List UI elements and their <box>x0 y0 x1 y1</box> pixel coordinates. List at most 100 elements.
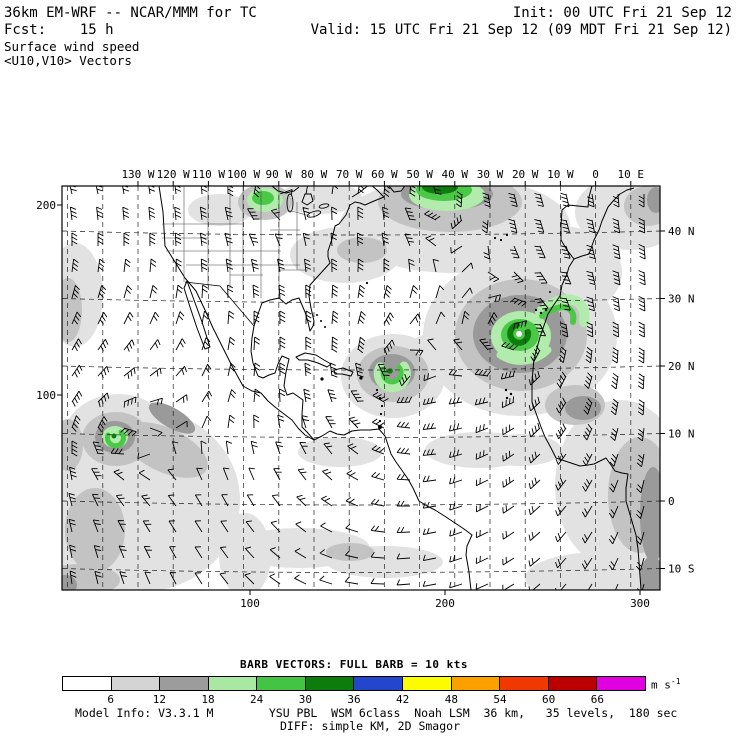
init-time: Init: 00 UTC Fri 21 Sep 12 <box>512 5 732 21</box>
coastline-path <box>271 186 300 194</box>
parallel-line <box>62 365 660 371</box>
colorbar-units: m s-1 <box>651 677 681 692</box>
lat-label: 30 N <box>668 293 695 306</box>
barb-legend-title: BARB VECTORS: FULL BARB = 10 kts <box>240 658 468 671</box>
shade-blob <box>62 419 83 471</box>
island-dot <box>365 281 369 285</box>
colorbar-tick: 24 <box>250 693 264 706</box>
colorbar-segment <box>305 677 355 690</box>
island-dot <box>534 308 538 312</box>
colorbar-tick: 60 <box>542 693 556 706</box>
unit-text: m s <box>651 678 671 692</box>
colorbar-tick: 66 <box>590 693 604 706</box>
colorbar-segment <box>208 677 258 690</box>
island-dot <box>504 388 508 392</box>
island-dot <box>320 320 322 322</box>
island-dot <box>505 233 509 237</box>
colorbar <box>62 676 646 691</box>
shade-blob <box>624 186 660 226</box>
island-dot <box>544 308 548 312</box>
shade-blob <box>298 437 382 467</box>
model-info-line: Model Info: V3.3.1 M YSU PBL WSM 6class … <box>75 706 678 720</box>
colorbar-segment <box>160 677 209 690</box>
lake-michigan <box>286 193 294 213</box>
colorbar-tick: 18 <box>201 693 215 706</box>
shade-blob <box>565 396 601 420</box>
lon-label: 0 <box>592 168 599 181</box>
lon-label: 70 W <box>336 168 363 181</box>
shade-blob <box>640 467 660 563</box>
lon-label: 10 E <box>618 168 645 181</box>
island-dot <box>316 314 318 316</box>
colorbar-tick: 48 <box>444 693 458 706</box>
colorbar-tick: 36 <box>347 693 361 706</box>
shade-blob <box>122 422 208 478</box>
colorbar-tick: 12 <box>152 693 166 706</box>
shade-blob <box>326 543 374 561</box>
shade-blob <box>188 194 252 226</box>
shade-blob <box>640 556 660 590</box>
island-dot <box>320 377 324 381</box>
lat-label: 20 N <box>668 360 695 373</box>
colorbar-segment <box>354 677 404 690</box>
lon-label: 10 W <box>547 168 574 181</box>
lake-erie <box>306 210 322 218</box>
lat-label: 10 S <box>668 563 695 576</box>
lon-label: 110 W <box>192 168 225 181</box>
coastline-path <box>351 186 369 198</box>
colorbar-segment <box>63 677 112 690</box>
lake-ontario <box>318 203 330 209</box>
storm-spiral-band <box>507 322 532 346</box>
colorbar-segment <box>111 677 161 690</box>
storm-spiral-band <box>105 429 126 449</box>
coastline-path <box>250 186 385 377</box>
map-frame <box>61 185 661 591</box>
island-dot <box>379 412 383 416</box>
grid-index-label-left: 100 <box>36 389 56 402</box>
island-dot <box>324 326 326 328</box>
wind-barb-field <box>68 186 646 590</box>
coastline-path <box>560 186 635 260</box>
lon-label: 20 W <box>512 168 539 181</box>
colorbar-tick: 30 <box>298 693 312 706</box>
plot-title: 36km EM-WRF -- NCAR/MMM for TC <box>4 5 257 21</box>
lon-label: 100 W <box>227 168 260 181</box>
lon-label: 90 W <box>266 168 293 181</box>
coastline-path <box>295 352 332 368</box>
parallel-line <box>62 500 660 506</box>
axis-labels: 130 W 120 W 110 W 100 W 90 W 80 W 70 W 60 W 50 W… <box>36 168 694 610</box>
lon-label: 40 W <box>442 168 469 181</box>
storm-spiral-band <box>539 304 577 325</box>
shade-blob <box>337 237 387 263</box>
forecast-hour: Fcst: 15 h <box>4 22 114 38</box>
grid-index-label-left: 200 <box>36 199 56 212</box>
island-dot <box>505 396 509 400</box>
grid-index-label-bottom: 100 <box>240 597 260 610</box>
grid-index-label-bottom: 200 <box>435 597 455 610</box>
parallel-line <box>62 298 660 303</box>
island-dot <box>549 291 551 293</box>
lat-label: 10 N <box>668 428 695 441</box>
diffusion-info-line: DIFF: simple KM, 2D Smagor <box>279 719 460 733</box>
island-dot <box>499 238 503 242</box>
lon-label: 130 W <box>121 168 154 181</box>
shade-blob <box>148 402 196 434</box>
coastline-path <box>531 258 642 590</box>
shade-blob <box>478 434 562 466</box>
colorbar-segment <box>403 677 452 690</box>
island-dot <box>539 311 543 315</box>
lon-label: 80 W <box>301 168 328 181</box>
island-dot <box>493 236 497 240</box>
coastline-path <box>301 193 314 206</box>
colorbar-segment <box>257 677 306 690</box>
state-boundary <box>287 209 311 217</box>
parallel-line <box>62 433 660 438</box>
island-dot <box>359 376 363 380</box>
lon-label: 120 W <box>157 168 190 181</box>
coastline-path <box>333 367 354 377</box>
shade-blob <box>62 564 120 590</box>
storm-core <box>111 433 117 439</box>
island-dot <box>509 392 513 396</box>
island-dot <box>380 404 384 408</box>
colorbar-segment <box>597 677 645 690</box>
